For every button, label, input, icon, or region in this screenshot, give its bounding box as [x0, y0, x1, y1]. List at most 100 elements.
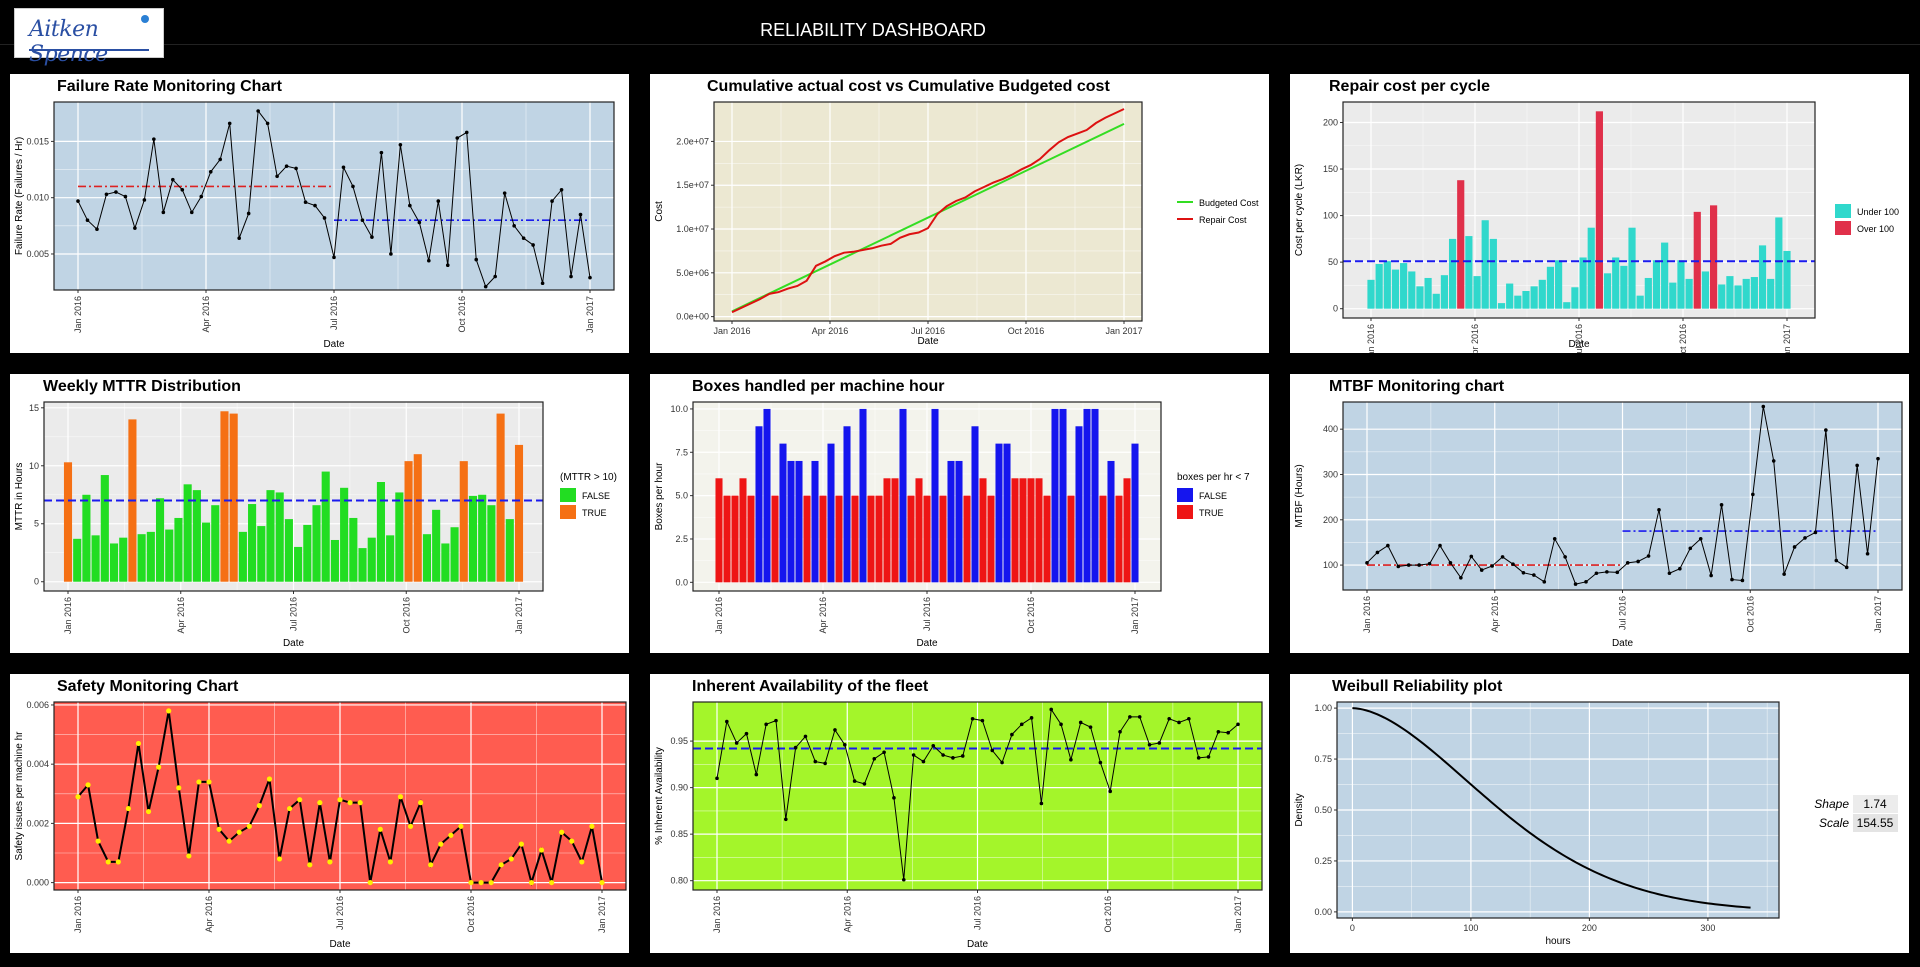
- data-point: [1128, 715, 1132, 719]
- data-point: [1187, 716, 1191, 721]
- data-point: [764, 722, 768, 727]
- data-bar: [284, 519, 293, 582]
- x-tick-label: 200: [1582, 923, 1597, 933]
- plot-border: [1342, 101, 1816, 319]
- data-point: [1719, 503, 1724, 507]
- data-point: [1479, 568, 1484, 572]
- data-bar: [859, 408, 867, 583]
- data-point: [1688, 546, 1693, 551]
- data-point: [327, 859, 333, 865]
- weibull-title: Weibull Reliability plot: [1332, 678, 1503, 695]
- data-bar: [1734, 285, 1742, 309]
- y-tick-label: 0.0: [675, 577, 688, 587]
- x-tick-label: Jul 2016: [289, 597, 299, 631]
- data-point: [578, 212, 583, 217]
- data-point: [115, 859, 121, 865]
- x-tick-label: Apr 2016: [818, 597, 828, 634]
- data-point: [518, 841, 524, 847]
- data-point: [448, 832, 454, 838]
- plot-border: [692, 701, 1263, 891]
- x-tick-label: 300: [1700, 923, 1715, 933]
- data-bar: [1391, 269, 1400, 309]
- data-point: [1406, 563, 1411, 567]
- data-bar: [220, 411, 229, 582]
- data-bar: [1701, 271, 1710, 309]
- data-bar: [867, 495, 875, 583]
- x-tick-label: Oct 2016: [1678, 324, 1688, 353]
- data-point: [1396, 564, 1401, 569]
- data-bar: [907, 495, 915, 583]
- data-bar: [995, 443, 1003, 583]
- data-bar: [496, 413, 505, 582]
- failure-rate-title: Failure Rate Monitoring Chart: [57, 78, 282, 95]
- data-point: [599, 879, 605, 886]
- weekly-mttr-title: Weekly MTTR Distribution: [43, 378, 241, 395]
- data-point: [1782, 572, 1786, 576]
- x-tick-label: Jan 2017: [585, 296, 595, 333]
- legend-label: Under 100: [1857, 207, 1899, 217]
- data-bar: [137, 534, 146, 582]
- data-point: [970, 716, 975, 721]
- x-tick-label: Oct 2016: [457, 296, 467, 333]
- data-point: [931, 743, 936, 748]
- data-point: [1824, 428, 1828, 432]
- data-bar: [1506, 283, 1514, 309]
- data-point: [76, 199, 80, 203]
- data-bar: [811, 460, 819, 583]
- data-point: [1137, 715, 1142, 719]
- data-point: [1010, 732, 1014, 737]
- data-bar: [1644, 277, 1652, 309]
- data-bar: [1367, 279, 1375, 309]
- data-point: [256, 109, 260, 113]
- data-point: [1573, 582, 1578, 586]
- data-point: [313, 203, 317, 208]
- logo-underline: [29, 49, 149, 51]
- failure-rate-panel: Failure Rate Monitoring Chart 0.005 0.010…: [10, 74, 629, 353]
- data-bar: [1067, 495, 1075, 583]
- data-bar: [755, 426, 763, 583]
- cumulative-cost-chart: 0.0e+00 5.0e+06 1.0e+07 1.5e+07 2.0e+07 Jan 2…: [654, 101, 1259, 347]
- data-point: [428, 862, 434, 868]
- data-bar: [1571, 287, 1579, 309]
- data-bar: [819, 495, 827, 583]
- data-point: [161, 210, 166, 215]
- data-point: [569, 838, 575, 844]
- legend-swatch: [560, 488, 576, 502]
- data-bar: [971, 426, 979, 583]
- data-point: [1236, 722, 1240, 727]
- availability-title: Inherent Availability of the fleet: [692, 678, 929, 695]
- data-point: [528, 879, 535, 886]
- data-bar: [413, 454, 422, 582]
- data-bar: [202, 522, 211, 582]
- data-point: [468, 879, 474, 886]
- legend-label: Repair Cost: [1199, 215, 1247, 225]
- data-point: [1088, 725, 1093, 729]
- data-point: [1855, 463, 1859, 468]
- data-point: [455, 136, 460, 140]
- data-bar: [1767, 278, 1775, 309]
- data-bar: [376, 482, 385, 582]
- data-bar: [294, 546, 303, 582]
- data-point: [483, 284, 488, 289]
- data-point: [725, 719, 729, 724]
- data-bar: [91, 535, 100, 582]
- data-point: [95, 838, 101, 844]
- legend-label: FALSE: [582, 491, 610, 501]
- data-point: [418, 800, 424, 806]
- data-bar: [1473, 276, 1481, 309]
- data-bar: [843, 426, 851, 583]
- data-point: [1386, 543, 1390, 548]
- data-point: [1039, 801, 1044, 806]
- data-point: [1226, 730, 1230, 735]
- x-tick-label: Apr 2016: [201, 296, 211, 333]
- data-bar: [931, 408, 939, 583]
- data-point: [1375, 550, 1380, 555]
- x-tick-label: Jan 2016: [712, 896, 722, 933]
- data-point: [458, 823, 464, 829]
- data-bar: [340, 487, 349, 582]
- data-point: [85, 782, 91, 788]
- data-bar: [1035, 478, 1043, 583]
- data-bar: [1563, 302, 1571, 309]
- data-point: [427, 258, 431, 263]
- data-point: [436, 199, 441, 203]
